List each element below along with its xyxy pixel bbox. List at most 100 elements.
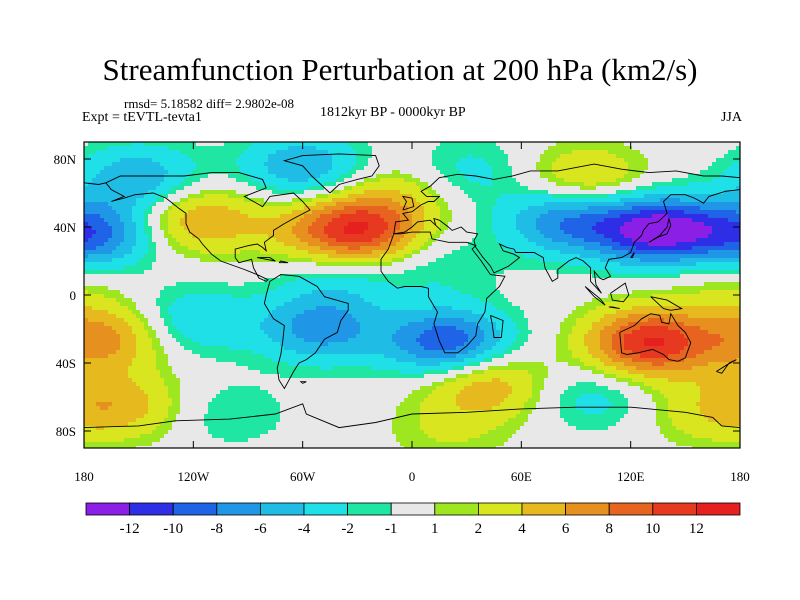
field-cell [96,266,100,270]
field-cell [180,262,184,266]
field-cell [96,282,100,286]
field-cell [84,430,88,434]
field-cell [172,366,176,370]
field-cell [260,286,264,290]
field-cell [188,186,192,190]
field-cell [268,214,272,218]
field-cell [340,394,344,398]
field-cell [164,294,168,298]
field-cell [304,426,308,430]
field-cell [124,218,128,222]
field-cell [216,294,220,298]
field-cell [164,162,168,166]
field-cell [292,354,296,358]
field-cell [228,418,232,422]
field-cell [176,150,180,154]
field-cell [228,182,232,186]
field-cell [128,370,132,374]
field-cell [164,346,168,350]
field-cell [132,406,136,410]
field-cell [184,158,188,162]
field-cell [260,326,264,330]
field-cell [156,206,160,210]
field-cell [216,306,220,310]
field-cell [304,318,308,322]
field-cell [88,422,92,426]
field-cell [132,310,136,314]
field-cell [320,194,324,198]
field-cell [268,350,272,354]
field-cell [336,414,340,418]
field-cell [276,446,280,448]
field-cell [188,358,192,362]
field-cell [220,242,224,246]
field-cell [192,182,196,186]
field-cell [208,182,212,186]
field-cell [152,158,156,162]
field-cell [112,262,116,266]
field-cell [232,342,236,346]
field-cell [328,270,332,274]
field-cell [136,354,140,358]
field-cell [120,278,124,282]
field-cell [232,266,236,270]
field-cell [228,142,232,146]
field-cell [140,330,144,334]
field-cell [228,426,232,430]
field-cell [96,386,100,390]
field-cell [92,254,96,258]
field-cell [144,442,148,446]
field-cell [340,358,344,362]
field-cell [184,198,188,202]
field-cell [168,446,172,448]
field-cell [112,330,116,334]
field-cell [224,254,228,258]
field-cell [224,366,228,370]
field-cell [256,278,260,282]
field-cell [336,298,340,302]
field-cell [252,238,256,242]
field-cell [324,262,328,266]
field-cell [304,442,308,446]
field-cell [296,230,300,234]
field-cell [240,230,244,234]
field-cell [240,378,244,382]
field-cell [188,434,192,438]
field-cell [268,154,272,158]
field-cell [212,210,216,214]
field-cell [168,246,172,250]
field-cell [332,190,336,194]
field-cell [172,142,176,146]
field-cell [116,346,120,350]
field-cell [228,202,232,206]
field-cell [108,210,112,214]
field-cell [224,430,228,434]
field-cell [168,190,172,194]
field-cell [340,390,344,394]
field-cell [328,238,332,242]
field-cell [84,174,88,178]
field-cell [244,170,248,174]
field-cell [208,286,212,290]
field-cell [288,142,292,146]
field-cell [96,246,100,250]
field-cell [340,210,344,214]
field-cell [296,206,300,210]
field-cell [176,406,180,410]
field-cell [204,442,208,446]
field-cell [120,342,124,346]
field-cell [176,342,180,346]
field-cell [272,358,276,362]
field-cell [192,342,196,346]
field-cell [108,354,112,358]
field-cell [152,402,156,406]
field-cell [288,386,292,390]
field-cell [292,206,296,210]
field-cell [152,418,156,422]
field-cell [212,142,216,146]
field-cell [132,278,136,282]
field-cell [252,434,256,438]
field-cell [252,406,256,410]
field-cell [260,438,264,442]
field-cell [232,354,236,358]
